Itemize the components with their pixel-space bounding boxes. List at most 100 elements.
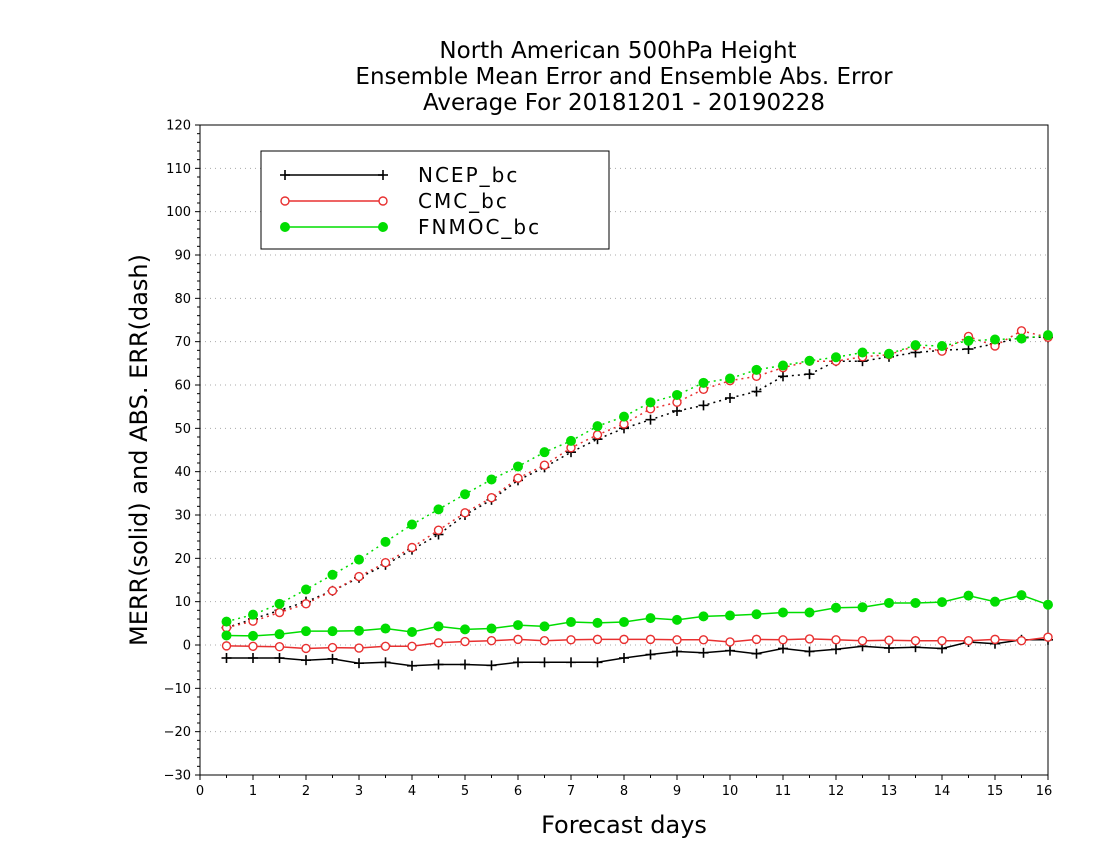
- merr-point-cmc-bc: [566, 635, 576, 645]
- merr-point-cmc-bc: [354, 643, 364, 653]
- y-tick-label: 10: [174, 595, 191, 610]
- x-tick-label: 16: [1036, 784, 1053, 799]
- merr-point-cmc-bc: [725, 637, 735, 647]
- merr-point-cmc-bc: [990, 634, 1000, 645]
- x-tick-label: 11: [775, 784, 792, 799]
- merr-point-fnmoc-bc: [778, 607, 788, 618]
- legend-marker-left: [280, 222, 290, 232]
- merr-point-cmc-bc: [380, 641, 391, 651]
- merr-point-ncep-bc: [301, 655, 311, 666]
- merr-point-fnmoc-bc: [910, 597, 921, 608]
- abs-err-point-fnmoc-bc: [592, 421, 603, 432]
- merr-point-fnmoc-bc: [857, 602, 868, 613]
- merr-point-cmc-bc: [433, 638, 444, 648]
- merr-point-cmc-bc: [910, 635, 921, 646]
- merr-point-cmc-bc: [539, 635, 550, 646]
- x-tick-label: 9: [673, 784, 681, 799]
- merr-point-ncep-bc: [698, 647, 709, 658]
- merr-line-cmc-bc: [226, 636, 1049, 650]
- abs-err-point-cmc-bc: [460, 508, 470, 518]
- x-tick-label: 13: [881, 784, 898, 799]
- x-axis-label: Forecast days: [541, 811, 707, 839]
- merr-point-cmc-bc: [804, 634, 815, 644]
- merr-point-fnmoc-bc: [486, 623, 497, 634]
- merr-point-cmc-bc: [274, 642, 285, 652]
- abs-err-point-fnmoc-bc: [539, 447, 550, 458]
- y-tick-label: 110: [166, 162, 191, 177]
- abs-err-point-fnmoc-bc: [433, 504, 444, 515]
- merr-point-ncep-bc: [486, 660, 497, 671]
- merr-point-fnmoc-bc: [884, 597, 894, 608]
- abs-err-point-cmc-bc: [380, 557, 391, 568]
- y-tick-label: 60: [174, 379, 191, 394]
- x-tick-label: 12: [828, 784, 845, 799]
- abs-err-point-fnmoc-bc: [380, 536, 391, 547]
- abs-err-point-cmc-bc: [592, 430, 603, 440]
- abs-err-point-fnmoc-bc: [910, 340, 921, 351]
- legend-marker-right: [378, 196, 388, 206]
- merr-point-fnmoc-bc: [1043, 599, 1053, 610]
- abs-err-point-fnmoc-bc: [672, 389, 682, 400]
- abs-err-point-ncep-bc: [645, 414, 656, 425]
- legend-box: [260, 150, 610, 250]
- chart-title: North American 500hPa Height Ensemble Me…: [355, 38, 893, 116]
- y-tick-label: −10: [164, 682, 191, 697]
- series-layer: [221, 326, 1053, 671]
- x-tick-label: 0: [196, 784, 204, 799]
- abs-err-point-fnmoc-bc: [460, 489, 470, 500]
- merr-line-fnmoc-bc: [226, 594, 1049, 637]
- abs-err-point-fnmoc-bc: [804, 355, 815, 366]
- merr-point-ncep-bc: [804, 646, 815, 657]
- merr-point-fnmoc-bc: [619, 617, 629, 628]
- abs-err-point-fnmoc-bc: [698, 377, 709, 388]
- merr-point-cmc-bc: [751, 634, 762, 645]
- merr-point-ncep-bc: [407, 660, 417, 671]
- merr-point-ncep-bc: [831, 644, 841, 655]
- merr-point-fnmoc-bc: [831, 602, 841, 613]
- abs-err-point-cmc-bc: [486, 492, 497, 503]
- merr-point-fnmoc-bc: [698, 611, 709, 622]
- merr-point-fnmoc-bc: [566, 617, 576, 628]
- x-tick-label: 7: [567, 784, 575, 799]
- x-tick-label: 6: [514, 784, 522, 799]
- y-tick-label: −30: [164, 769, 191, 784]
- merr-point-fnmoc-bc: [274, 629, 285, 640]
- merr-line-ncep-bc: [226, 639, 1048, 667]
- abs-err-point-cmc-bc: [301, 599, 311, 609]
- merr-point-fnmoc-bc: [592, 617, 603, 628]
- legend-label-ncep: NCEP_bc: [418, 163, 519, 187]
- merr-point-ncep-bc: [354, 658, 364, 669]
- merr-point-ncep-bc: [645, 649, 656, 660]
- merr-point-fnmoc-bc: [672, 614, 682, 625]
- abs-err-point-fnmoc-bc: [274, 598, 285, 609]
- merr-point-cmc-bc: [513, 634, 523, 645]
- merr-point-ncep-bc: [566, 657, 576, 668]
- x-tick-label: 10: [722, 784, 739, 799]
- abs-err-point-cmc-bc: [354, 571, 364, 582]
- title-line-2: Ensemble Mean Error and Ensemble Abs. Er…: [355, 64, 893, 90]
- abs-err-point-ncep-bc: [751, 386, 762, 397]
- merr-point-fnmoc-bc: [327, 626, 338, 637]
- abs-err-point-fnmoc-bc: [248, 609, 258, 620]
- y-tick-label: 40: [174, 465, 191, 480]
- x-tick-label: 3: [355, 784, 363, 799]
- abs-err-point-fnmoc-bc: [937, 341, 947, 351]
- legend-label-cmc: CMC_bc: [418, 189, 509, 213]
- merr-point-cmc-bc: [778, 635, 788, 645]
- merr-point-fnmoc-bc: [433, 621, 444, 632]
- merr-point-fnmoc-bc: [248, 630, 258, 641]
- y-axis-label: MERR(solid) and ABS. ERR(dash): [125, 254, 153, 646]
- merr-point-ncep-bc: [619, 653, 629, 663]
- abs-err-point-ncep-bc: [778, 371, 788, 382]
- merr-point-ncep-bc: [751, 648, 762, 659]
- abs-err-point-fnmoc-bc: [513, 461, 523, 472]
- abs-err-point-fnmoc-bc: [725, 373, 735, 384]
- legend-marker-right: [378, 170, 388, 180]
- merr-point-ncep-bc: [460, 659, 470, 670]
- merr-point-cmc-bc: [407, 641, 417, 651]
- merr-point-fnmoc-bc: [354, 625, 364, 636]
- merr-point-ncep-bc: [778, 643, 788, 654]
- abs-err-point-fnmoc-bc: [857, 347, 868, 358]
- abs-err-point-cmc-bc: [274, 607, 285, 618]
